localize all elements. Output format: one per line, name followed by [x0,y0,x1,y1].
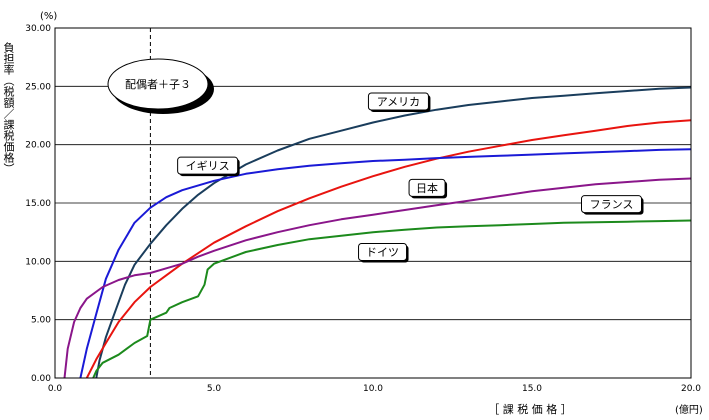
x-tick-label: 0.0 [48,384,63,394]
x-axis-label: ［ 課 税 価 格 ］ [488,402,571,416]
x-tick-label: 5.0 [207,384,222,394]
series-line-5 [92,219,692,379]
series-label-2: 日本 [408,178,448,199]
callout-bubble: 配偶者＋子３ [107,58,214,114]
y-unit: (%) [40,11,57,22]
x-tick-label: 10.0 [363,384,383,394]
series-label-text: 日本 [416,181,438,195]
y-tick-label: 30.00 [25,24,51,34]
y-tick-label: 15.00 [25,199,51,209]
y-axis-label: 負担率（税額／課税価格） [2,42,15,174]
series-label-3: イギリス [177,156,240,177]
series-line-3 [79,148,692,379]
series-label-5: ドイツ [358,243,409,263]
y-tick-label: 0.00 [31,374,51,384]
tick-labels: 0.00 5.00 10.00 15.00 20.00 25.00 30.00 0.0 5.0 1… [25,24,701,394]
series-label-text: フランス [590,198,634,211]
callout-text: 配偶者＋子３ [125,78,191,91]
y-tick-label: 25.00 [25,82,51,92]
series-layer [63,86,692,379]
x-tick-label: 15.0 [522,384,542,394]
series-label-text: アメリカ [377,96,420,109]
series-label-text: イギリス [186,160,230,173]
y-tick-label: 20.00 [25,141,51,151]
x-unit: (億円) [675,403,703,416]
series-label-text: ドイツ [366,246,399,259]
y-tick-label: 10.00 [25,257,51,267]
series-line-1 [95,86,692,379]
series-label-1: アメリカ [367,92,431,112]
y-tick-label: 5.00 [31,316,51,326]
plot-frame [54,27,692,379]
series-label-4: フランス [581,195,644,215]
series-line-4 [63,177,692,379]
x-tick-label: 20.0 [681,384,701,394]
series-line-2 [85,119,692,379]
